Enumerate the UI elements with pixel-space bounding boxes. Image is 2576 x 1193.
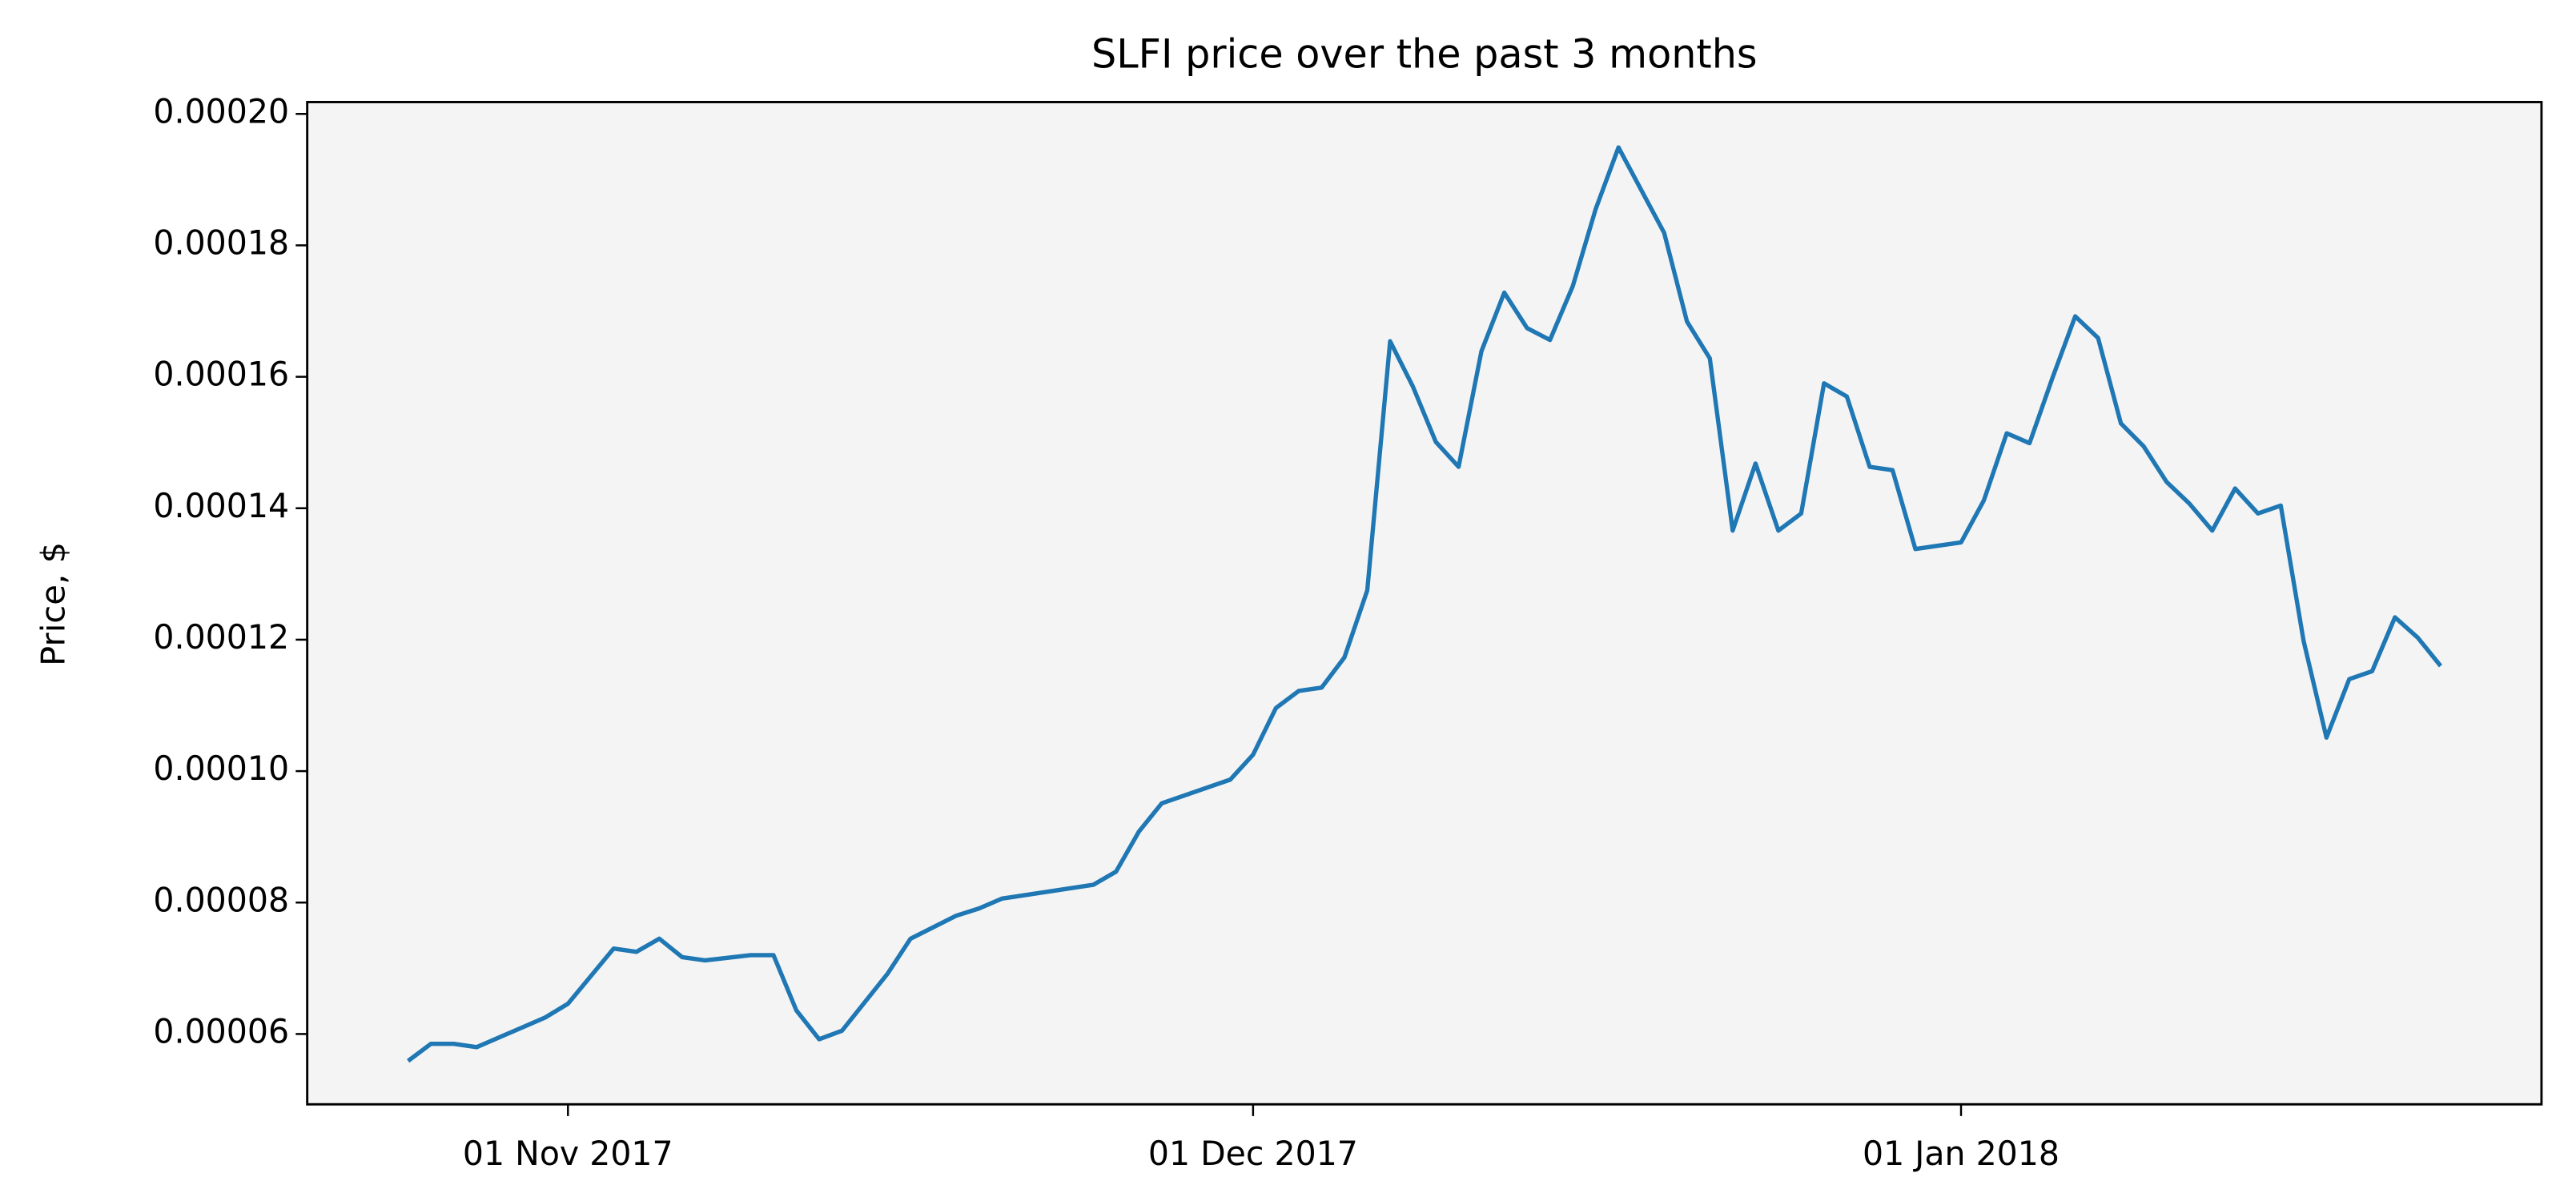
y-tick-label: 0.00020: [153, 92, 289, 131]
price-line: [407, 145, 2443, 1063]
x-tick-label: 01 Jan 2018: [1863, 1135, 2060, 1173]
y-tick-label: 0.00010: [153, 749, 289, 788]
chart-title: SLFI price over the past 3 months: [1091, 30, 1758, 78]
x-tick-label: 01 Nov 2017: [463, 1135, 673, 1173]
plot-area: [307, 102, 2542, 1105]
y-tick-label: 0.00014: [153, 487, 289, 525]
x-tick-label: 01 Dec 2017: [1148, 1135, 1358, 1173]
y-tick-label: 0.00008: [153, 881, 289, 919]
y-tick-label: 0.00006: [153, 1012, 289, 1050]
y-tick-label: 0.00018: [153, 223, 289, 262]
y-axis-label: Price, $: [34, 542, 73, 666]
y-tick-label: 0.00016: [153, 355, 289, 393]
plot-frame: [306, 101, 2543, 1106]
y-tick-label: 0.00012: [153, 618, 289, 657]
